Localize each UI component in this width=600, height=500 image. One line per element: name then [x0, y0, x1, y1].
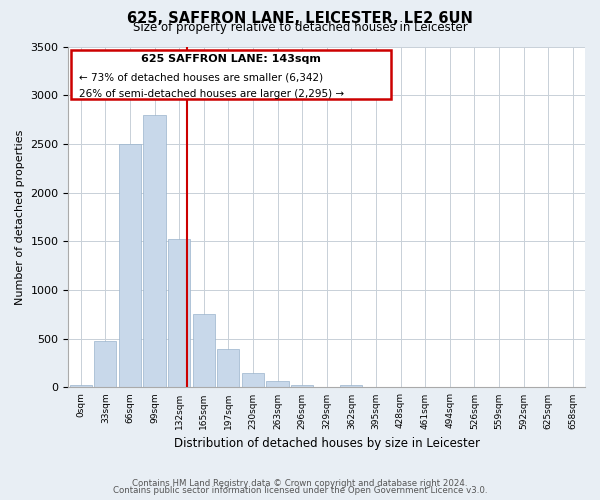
Bar — [94, 340, 116, 388]
Bar — [217, 350, 239, 388]
X-axis label: Distribution of detached houses by size in Leicester: Distribution of detached houses by size … — [174, 437, 480, 450]
Bar — [340, 386, 362, 388]
Text: 625, SAFFRON LANE, LEICESTER, LE2 6UN: 625, SAFFRON LANE, LEICESTER, LE2 6UN — [127, 11, 473, 26]
Bar — [242, 374, 264, 388]
Text: Size of property relative to detached houses in Leicester: Size of property relative to detached ho… — [133, 22, 467, 35]
Text: 26% of semi-detached houses are larger (2,295) →: 26% of semi-detached houses are larger (… — [79, 89, 344, 99]
Text: Contains public sector information licensed under the Open Government Licence v3: Contains public sector information licen… — [113, 486, 487, 495]
Bar — [143, 114, 166, 388]
Bar — [266, 380, 289, 388]
Text: ← 73% of detached houses are smaller (6,342): ← 73% of detached houses are smaller (6,… — [79, 72, 323, 82]
Bar — [70, 386, 92, 388]
Text: 625 SAFFRON LANE: 143sqm: 625 SAFFRON LANE: 143sqm — [141, 54, 321, 64]
Bar — [119, 144, 141, 388]
Y-axis label: Number of detached properties: Number of detached properties — [15, 130, 25, 304]
Text: Contains HM Land Registry data © Crown copyright and database right 2024.: Contains HM Land Registry data © Crown c… — [132, 478, 468, 488]
Bar — [193, 314, 215, 388]
FancyBboxPatch shape — [71, 50, 391, 100]
Bar — [168, 240, 190, 388]
Bar — [291, 385, 313, 388]
